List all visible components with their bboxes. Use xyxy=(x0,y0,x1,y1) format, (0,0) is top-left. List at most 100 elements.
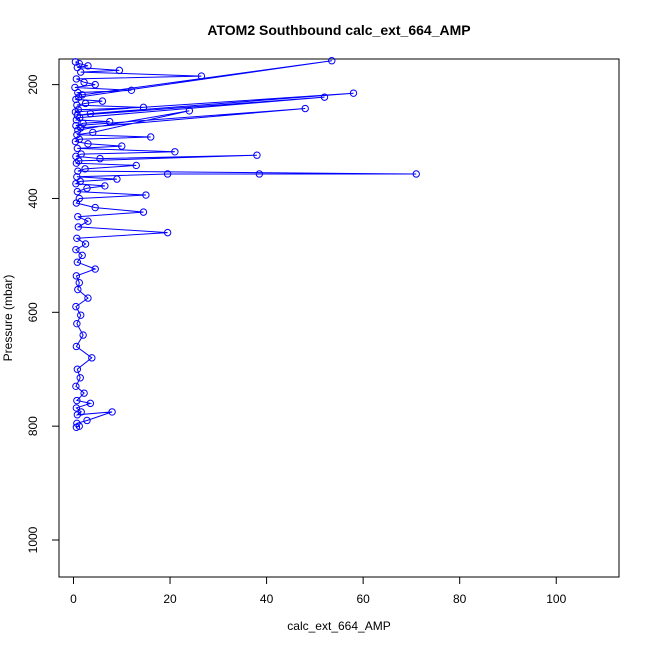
data-point xyxy=(80,78,88,87)
data-point xyxy=(139,103,148,112)
data-point xyxy=(89,128,97,137)
x-tick-label: 40 xyxy=(260,592,274,606)
y-tick-label: 1000 xyxy=(26,526,40,553)
data-point xyxy=(72,423,81,431)
data-point xyxy=(301,104,309,113)
data-point xyxy=(73,258,82,266)
data-point xyxy=(88,354,96,362)
data-point xyxy=(80,389,88,397)
data-point xyxy=(98,97,107,105)
data-point xyxy=(81,240,90,248)
data-point xyxy=(96,154,104,163)
data-point xyxy=(76,374,84,382)
data-point xyxy=(72,179,80,188)
data-point xyxy=(75,279,83,287)
data-point xyxy=(115,66,124,75)
series-line xyxy=(73,60,417,428)
data-point xyxy=(75,135,83,143)
data-point xyxy=(349,89,358,97)
data-point xyxy=(72,342,81,351)
data-point xyxy=(74,126,82,134)
x-tick-label: 20 xyxy=(163,592,177,606)
data-point xyxy=(163,170,172,178)
data-point xyxy=(91,265,99,273)
data-point xyxy=(113,175,121,183)
y-axis-label: Pressure (mbar) xyxy=(1,275,15,362)
data-point xyxy=(84,62,92,70)
data-point xyxy=(132,161,140,170)
data-point xyxy=(73,411,82,419)
data-point xyxy=(320,93,329,101)
data-point xyxy=(81,99,90,108)
data-point xyxy=(72,302,80,311)
data-point xyxy=(72,95,80,104)
data-point xyxy=(73,365,82,373)
data-point xyxy=(72,75,81,83)
data-point xyxy=(72,121,80,130)
y-tick-label: 800 xyxy=(26,416,40,436)
data-point xyxy=(83,416,91,425)
data-point xyxy=(86,399,95,408)
data-point xyxy=(72,272,81,280)
data-point xyxy=(72,382,80,391)
x-axis: 0 20 40 60 80 100 xyxy=(70,576,567,606)
y-tick-label: 600 xyxy=(26,302,40,322)
data-point xyxy=(84,294,92,302)
data-point xyxy=(73,319,81,328)
chart-title: ATOM2 Southbound calc_ext_664_AMP xyxy=(207,22,470,38)
data-point xyxy=(78,251,86,260)
x-tick-label: 100 xyxy=(546,592,566,606)
data-point xyxy=(147,133,155,141)
data-point xyxy=(412,170,420,178)
data-point xyxy=(185,107,194,115)
data-point xyxy=(74,167,82,175)
data-point xyxy=(75,59,83,68)
data-point xyxy=(73,187,82,196)
data-point xyxy=(142,191,150,199)
data-point xyxy=(75,157,83,165)
data-point xyxy=(86,109,95,118)
data-point xyxy=(77,311,85,319)
data-point xyxy=(197,72,206,80)
y-tick-label: 400 xyxy=(26,188,40,208)
x-tick-label: 80 xyxy=(453,592,467,606)
y-axis: 200 400 600 800 1000 xyxy=(26,74,60,553)
data-point xyxy=(91,203,99,212)
data-point xyxy=(118,142,126,150)
data-point xyxy=(79,119,87,128)
plot-layer xyxy=(71,57,420,431)
data-point xyxy=(77,68,85,76)
data-point xyxy=(253,151,261,159)
data-point xyxy=(84,140,92,148)
data-point xyxy=(72,116,81,124)
data-point xyxy=(127,86,136,95)
data-point xyxy=(72,404,81,412)
data-point xyxy=(73,234,81,243)
x-axis-label: calc_ext_664_AMP xyxy=(287,619,390,633)
data-point xyxy=(105,117,114,126)
data-point xyxy=(84,217,92,225)
x-tick-label: 60 xyxy=(356,592,370,606)
data-point xyxy=(139,208,148,216)
data-point xyxy=(163,228,172,237)
data-point xyxy=(255,170,264,178)
data-point xyxy=(71,137,80,146)
data-point xyxy=(73,111,82,120)
data-point xyxy=(74,285,82,294)
data-point xyxy=(72,245,80,254)
data-point xyxy=(79,331,87,339)
data-point xyxy=(108,408,116,416)
data-point xyxy=(74,212,82,221)
data-point xyxy=(73,101,81,109)
data-point xyxy=(72,159,81,167)
data-point xyxy=(72,199,81,207)
data-point xyxy=(101,182,109,190)
data-point xyxy=(73,144,82,153)
data-point xyxy=(74,223,83,231)
data-point xyxy=(81,165,89,173)
data-point xyxy=(91,80,99,89)
data-point xyxy=(328,57,336,65)
data-point xyxy=(74,88,82,97)
data-point xyxy=(83,184,91,192)
